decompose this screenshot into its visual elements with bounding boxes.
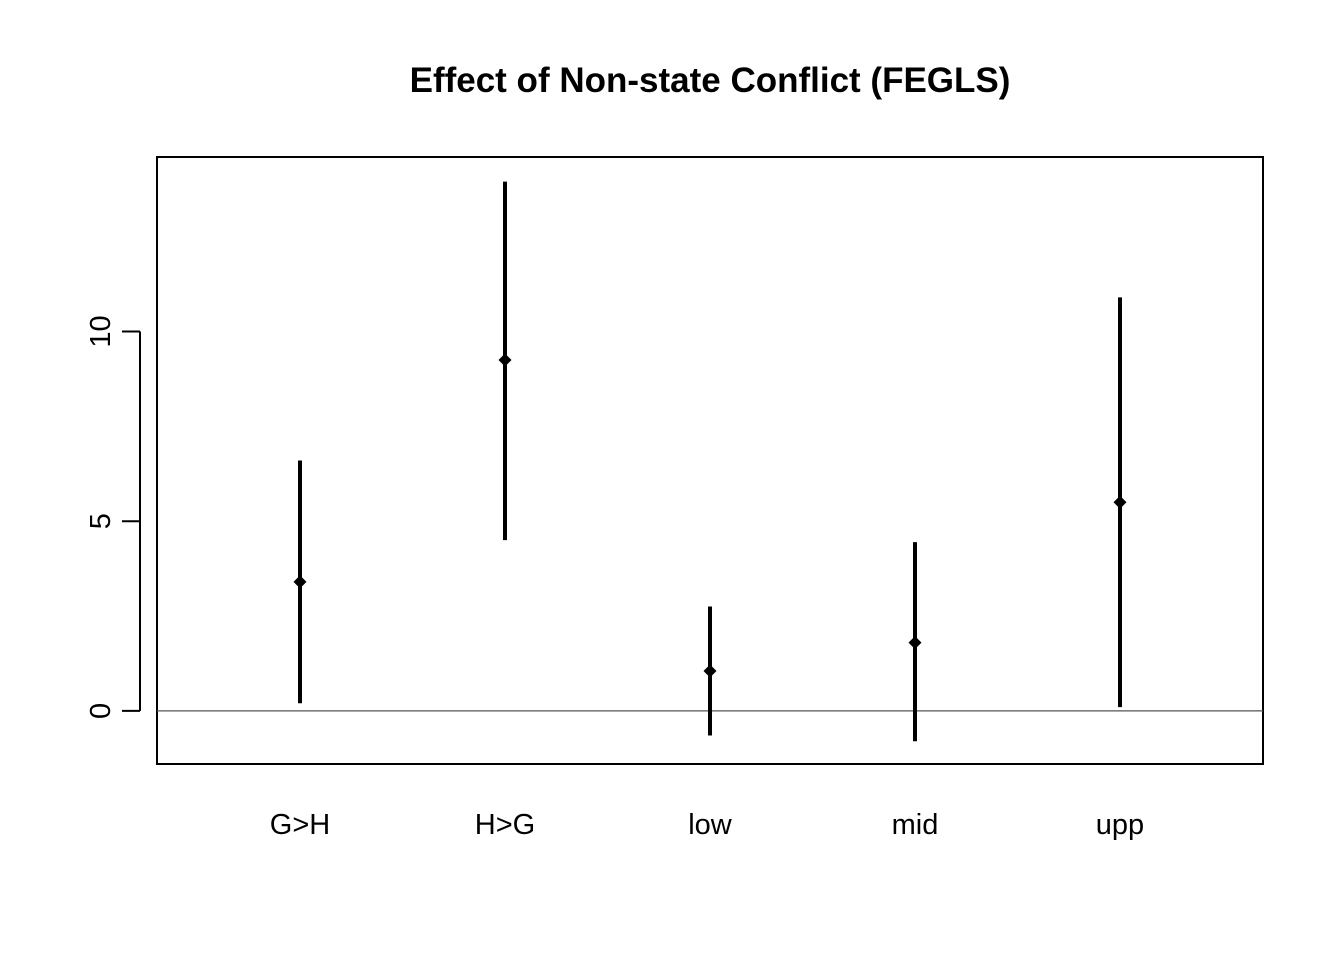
x-axis: G>H H>G low mid upp: [270, 809, 1144, 841]
y-axis: 0 5 10: [85, 315, 141, 719]
y-tick-label: 5: [85, 513, 117, 529]
point-estimate-upp: [1113, 495, 1127, 509]
chart-title: Effect of Non-state Conflict (FEGLS): [410, 61, 1011, 100]
x-tick-label: low: [688, 809, 733, 841]
point-estimate-low: [703, 664, 717, 678]
y-tick-label: 0: [85, 703, 117, 719]
point-estimate-g-h: [293, 575, 307, 589]
plot-frame: [156, 156, 1264, 765]
x-tick-label: upp: [1096, 809, 1144, 841]
point-estimate-h-g: [498, 353, 512, 367]
y-tick-label: 10: [85, 315, 117, 347]
x-tick-label: H>G: [475, 809, 535, 841]
marks-layer: [293, 181, 1127, 742]
point-estimate-mid: [908, 636, 922, 650]
x-tick-label: mid: [892, 809, 939, 841]
x-tick-label: G>H: [270, 809, 330, 841]
